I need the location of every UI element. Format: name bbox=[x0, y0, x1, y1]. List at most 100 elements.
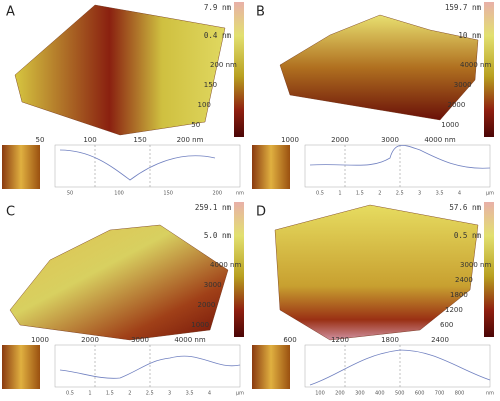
scale-min: 10 nm bbox=[458, 31, 481, 40]
x-axis-label: 100 bbox=[83, 136, 96, 144]
y-axis-label: 2400 bbox=[455, 276, 473, 284]
profile-tick: 0.5 bbox=[66, 391, 74, 397]
afm-panel: A 7.9 nm 0.4 nm 50 100 150 200 nm 200 nm 150 100 5… bbox=[2, 2, 244, 197]
thumbnail bbox=[252, 145, 290, 189]
profile-frame bbox=[304, 344, 491, 388]
profile-line bbox=[309, 349, 491, 386]
scale-min: 0.4 nm bbox=[204, 31, 232, 40]
y-axis-label: 3000 bbox=[204, 281, 222, 289]
y-axis-label: 3000 nm bbox=[460, 261, 491, 269]
y-axis-label: 1200 bbox=[445, 306, 463, 314]
y-axis-label: 3000 bbox=[454, 81, 472, 89]
y-axis-label: 4000 nm bbox=[460, 61, 491, 69]
profile-unit: nm bbox=[486, 391, 494, 397]
profile-frame bbox=[304, 144, 491, 188]
y-axis-label: 50 bbox=[191, 121, 200, 129]
profile-tick: 600 bbox=[415, 391, 425, 397]
profile-tick: 50 bbox=[67, 191, 73, 197]
thumbnail bbox=[252, 345, 290, 389]
profile-tick: 2.5 bbox=[396, 191, 404, 197]
profile-tick: 3 bbox=[168, 391, 171, 397]
panel-label: A bbox=[6, 5, 15, 20]
profile-tick: 150 bbox=[163, 191, 173, 197]
y-axis-label: 150 bbox=[204, 81, 217, 89]
profile-unit: μm bbox=[486, 191, 494, 197]
scale-max: 259.1 nm bbox=[195, 203, 232, 212]
y-axis-label: 2000 bbox=[198, 301, 216, 309]
y-axis-label: 1000 bbox=[441, 121, 459, 129]
profile-tick: 1 bbox=[338, 191, 341, 197]
scale-min: 5.0 nm bbox=[204, 231, 232, 240]
y-axis-label: 600 bbox=[440, 321, 453, 329]
profile-tick: 3.5 bbox=[436, 191, 444, 197]
profile-tick: 300 bbox=[355, 391, 365, 397]
profile-tick: 2.5 bbox=[146, 391, 154, 397]
profile-tick: 800 bbox=[455, 391, 465, 397]
scale-max: 159.7 nm bbox=[445, 3, 482, 12]
profile-tick: 1.5 bbox=[356, 191, 364, 197]
profile-tick: 4 bbox=[458, 191, 461, 197]
x-axis-label: 3000 bbox=[381, 136, 399, 144]
profile-tick: 1.5 bbox=[106, 391, 114, 397]
profile-line bbox=[309, 144, 491, 169]
profile-tick: 700 bbox=[435, 391, 445, 397]
y-axis-label: 2000 bbox=[448, 101, 466, 109]
profile-tick: 400 bbox=[375, 391, 385, 397]
thumbnail bbox=[2, 345, 40, 389]
x-axis-label: 50 bbox=[36, 136, 45, 144]
scale-max: 7.9 nm bbox=[204, 3, 232, 12]
profile-frame bbox=[54, 144, 241, 188]
y-axis-label: 1000 bbox=[191, 321, 209, 329]
scale-max: 57.6 nm bbox=[449, 203, 481, 212]
profile-tick: 4 bbox=[208, 391, 211, 397]
y-axis-label: 4000 nm bbox=[210, 261, 241, 269]
surface-3d bbox=[279, 14, 479, 121]
profile-tick: 1 bbox=[88, 391, 91, 397]
profile-unit: nm bbox=[236, 191, 244, 197]
x-axis-label: 1800 bbox=[381, 336, 399, 344]
color-bar bbox=[234, 202, 244, 337]
panel-label: B bbox=[256, 5, 265, 20]
profile-frame bbox=[54, 344, 241, 388]
afm-panel: C 259.1 nm 5.0 nm 1000 2000 3000 4000 nm 4000 n… bbox=[2, 202, 244, 397]
scale-min: 0.5 nm bbox=[454, 231, 482, 240]
x-axis-label: 2000 bbox=[331, 136, 349, 144]
x-axis-label: 150 bbox=[133, 136, 146, 144]
thumbnail bbox=[2, 145, 40, 189]
y-axis-label: 200 nm bbox=[210, 61, 237, 69]
profile-tick: 3 bbox=[418, 191, 421, 197]
x-axis-label: 1000 bbox=[31, 336, 49, 344]
profile-tick: 200 bbox=[335, 391, 345, 397]
profile-line bbox=[59, 355, 241, 379]
profile-tick: 100 bbox=[315, 391, 325, 397]
x-axis-label: 2400 bbox=[431, 336, 449, 344]
panel-label: C bbox=[6, 205, 15, 220]
profile-tick: 0.5 bbox=[316, 191, 324, 197]
profile-tick: 200 bbox=[212, 191, 222, 197]
afm-panel: B 159.7 nm 10 nm 1000 2000 3000 4000 nm 4000 nm… bbox=[252, 2, 494, 197]
profile-line bbox=[59, 149, 216, 181]
afm-panel: D 57.6 nm 0.5 nm 600 1200 1800 2400 3000 nm 2400… bbox=[252, 202, 494, 397]
x-axis-label: 4000 nm bbox=[174, 336, 205, 344]
x-axis-label: 600 bbox=[283, 336, 296, 344]
surface-3d bbox=[14, 4, 226, 136]
panel-label: D bbox=[256, 205, 266, 220]
x-axis-label: 200 nm bbox=[177, 136, 204, 144]
profile-tick: 2 bbox=[378, 191, 381, 197]
surface-3d bbox=[9, 224, 229, 341]
profile-tick: 2 bbox=[128, 391, 131, 397]
profile-unit: μm bbox=[236, 391, 244, 397]
profile-tick: 3.5 bbox=[186, 391, 194, 397]
color-bar bbox=[234, 2, 244, 137]
x-axis-label: 2000 bbox=[81, 336, 99, 344]
y-axis-label: 1800 bbox=[450, 291, 468, 299]
profile-tick: 100 bbox=[114, 191, 124, 197]
x-axis-label: 1200 bbox=[331, 336, 349, 344]
profile-tick: 500 bbox=[395, 391, 405, 397]
x-axis-label: 3000 bbox=[131, 336, 149, 344]
color-bar bbox=[484, 2, 494, 137]
surface-3d bbox=[274, 204, 479, 341]
y-axis-label: 100 bbox=[198, 101, 211, 109]
x-axis-label: 4000 nm bbox=[424, 136, 455, 144]
